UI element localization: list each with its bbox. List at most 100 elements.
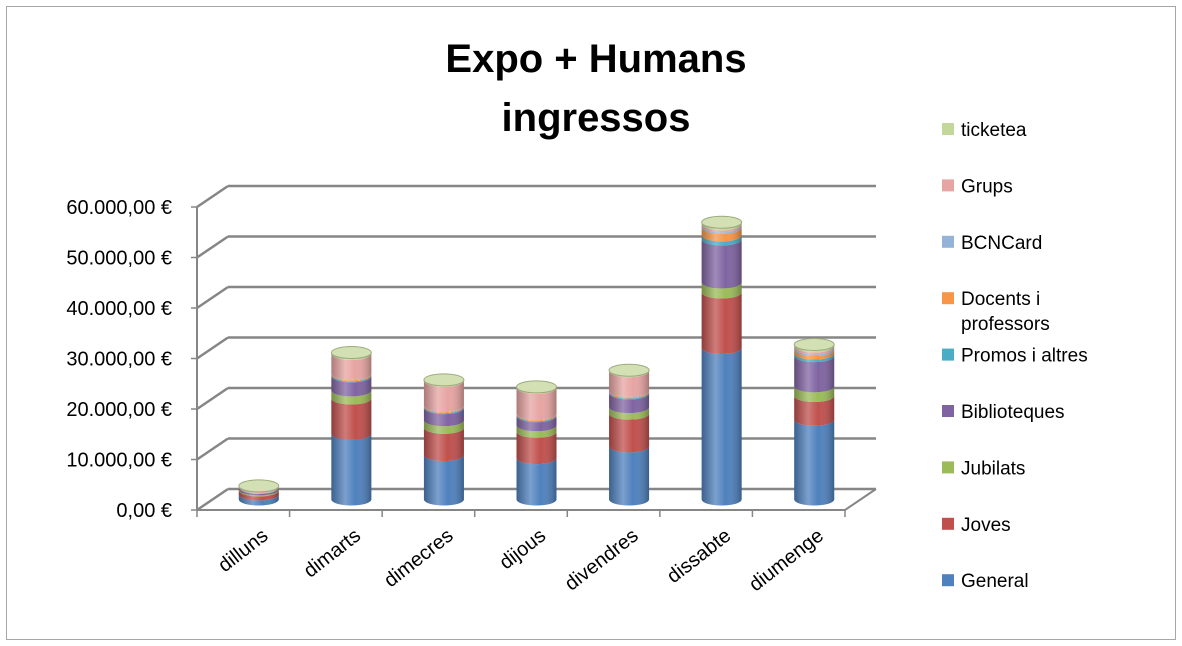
bar-segment-grups xyxy=(516,387,557,420)
bar-segment-shading xyxy=(331,433,372,506)
bar-segment-shading xyxy=(423,406,464,414)
legend-item: ticketea xyxy=(942,120,1027,141)
bar-segment-docents-i-professors xyxy=(794,350,835,360)
legend-item: Joves xyxy=(942,515,1011,536)
bar-segment-grups xyxy=(794,346,835,355)
gridline-side xyxy=(196,184,229,209)
bar-segment-shading xyxy=(238,489,279,497)
bar-segment-promos-i-altres xyxy=(701,235,742,246)
bar-segment-shading xyxy=(331,398,372,440)
bar-segment-shading xyxy=(516,415,557,423)
bar-segment-general xyxy=(516,458,557,506)
bar-segment-jubilats xyxy=(238,489,279,497)
legend-swatch xyxy=(942,405,954,417)
bar-segment-joves xyxy=(609,413,650,453)
legend-label: Promos i altres xyxy=(961,346,1088,367)
bar-segment-promos-i-altres xyxy=(331,375,372,383)
bar-segment-general xyxy=(794,419,835,506)
x-tick-label-dimecres: dimecres xyxy=(380,525,457,592)
bar-segment-ticketea xyxy=(794,344,835,353)
bar-segment-general xyxy=(331,433,372,506)
bar-segment-jubilats xyxy=(331,390,372,405)
bar-segment-shading xyxy=(331,375,372,383)
bar-top-cap xyxy=(793,337,835,351)
gridline-side xyxy=(196,235,229,259)
bar-segment-shading xyxy=(516,458,557,506)
chart-title-line-1: Expo + Humans xyxy=(445,37,746,81)
bar-segment-shading xyxy=(794,386,835,402)
x-axis-tick-labels: dilluns dimarts dimecres dijous divendres dis… xyxy=(214,525,828,596)
bar-segment-shading xyxy=(516,416,557,432)
bar-segment-shading xyxy=(701,292,742,354)
chart-title: Expo + Humans ingressos xyxy=(445,37,746,140)
bar-segment-shading xyxy=(423,427,464,462)
chart-title-line-2: ingressos xyxy=(502,96,691,140)
bar-segment-jubilats xyxy=(701,282,742,299)
bar-segment-grups xyxy=(701,224,742,233)
legend-swatch xyxy=(942,574,954,587)
y-axis-tick-labels: 0,00 € 10.000,00 € 20.000,00 € 30.000,00 € 4… xyxy=(66,197,172,522)
bar-segment-joves xyxy=(331,398,372,440)
bar-segment-joves xyxy=(516,431,557,465)
bar-segment-jubilats xyxy=(423,420,464,434)
legend-label: General xyxy=(961,571,1029,592)
bar-top-cap xyxy=(330,346,372,360)
legend-swatch xyxy=(942,179,954,192)
bar-segment-docents-i-professors xyxy=(423,406,464,414)
bar-segment-docents-i-professors xyxy=(701,227,742,242)
bar-segment-shading xyxy=(609,413,650,453)
legend-item: Biblioteques xyxy=(942,402,1065,423)
legend-swatch xyxy=(942,235,954,248)
bar-segment-shading xyxy=(794,353,835,363)
legend-item: Grups xyxy=(942,176,1013,197)
bar-segment-grups xyxy=(331,354,372,380)
bar-segment-docents-i-professors xyxy=(331,374,372,382)
legend-item: General xyxy=(942,571,1029,592)
bar-segment-general xyxy=(701,348,742,506)
bar-segment-shading xyxy=(794,344,835,353)
bar-stack-dissabte xyxy=(701,215,743,506)
bar-segment-shading xyxy=(794,356,835,393)
bar-segment-shading xyxy=(331,376,372,397)
bar-segment-biblioteques xyxy=(331,376,372,397)
bar-top-cap xyxy=(516,380,557,394)
bar-segment-grups xyxy=(609,371,650,397)
legend-item: BCNCard xyxy=(942,233,1042,254)
legend: ticketea Grups BCNCard Docents i professors P… xyxy=(942,120,1088,592)
y-tick-label: 20.000,00 € xyxy=(66,399,172,421)
bar-top-cap xyxy=(423,373,465,387)
gridline-side xyxy=(196,487,229,512)
bar-segment-shading xyxy=(238,487,279,496)
axes xyxy=(191,206,877,517)
y-tick-label: 40.000,00 € xyxy=(66,298,172,320)
bar-segment-shading xyxy=(609,446,650,506)
legend-swatch xyxy=(942,461,954,474)
bar-segment-jubilats xyxy=(609,407,650,420)
bar-segment-shading xyxy=(701,282,742,299)
bar-segment-shading xyxy=(423,380,464,412)
legend-label: Docents i xyxy=(961,289,1040,310)
bar-segment-general xyxy=(609,446,650,506)
bar-segment-docents-i-professors xyxy=(516,414,557,422)
bar-segment-promos-i-altres xyxy=(794,353,835,363)
bar-segment-shading xyxy=(423,407,464,415)
x-tick-label-diumenge: diumenge xyxy=(745,525,828,596)
bar-top-cap xyxy=(608,363,650,377)
x-tick-label-dissabte: dissabte xyxy=(663,525,735,588)
bar-segment-joves xyxy=(423,427,464,462)
bar-segment-shading xyxy=(701,235,742,246)
bar-segment-shading xyxy=(516,431,557,465)
bar-segment-joves xyxy=(238,490,279,501)
bar-segment-shading xyxy=(701,239,742,289)
legend-item: Promos i altres xyxy=(942,346,1088,367)
gridline-side xyxy=(196,437,229,461)
bar-stack-diumenge xyxy=(793,337,835,506)
bar-segment-shading xyxy=(609,371,650,397)
legend-swatch xyxy=(942,123,954,135)
bar-segment-jubilats xyxy=(516,425,557,438)
bar-segment-bcncard xyxy=(701,226,742,234)
bar-segment-shading xyxy=(609,392,650,400)
bar-segment-biblioteques xyxy=(516,416,557,432)
legend-label: Joves xyxy=(961,515,1011,536)
